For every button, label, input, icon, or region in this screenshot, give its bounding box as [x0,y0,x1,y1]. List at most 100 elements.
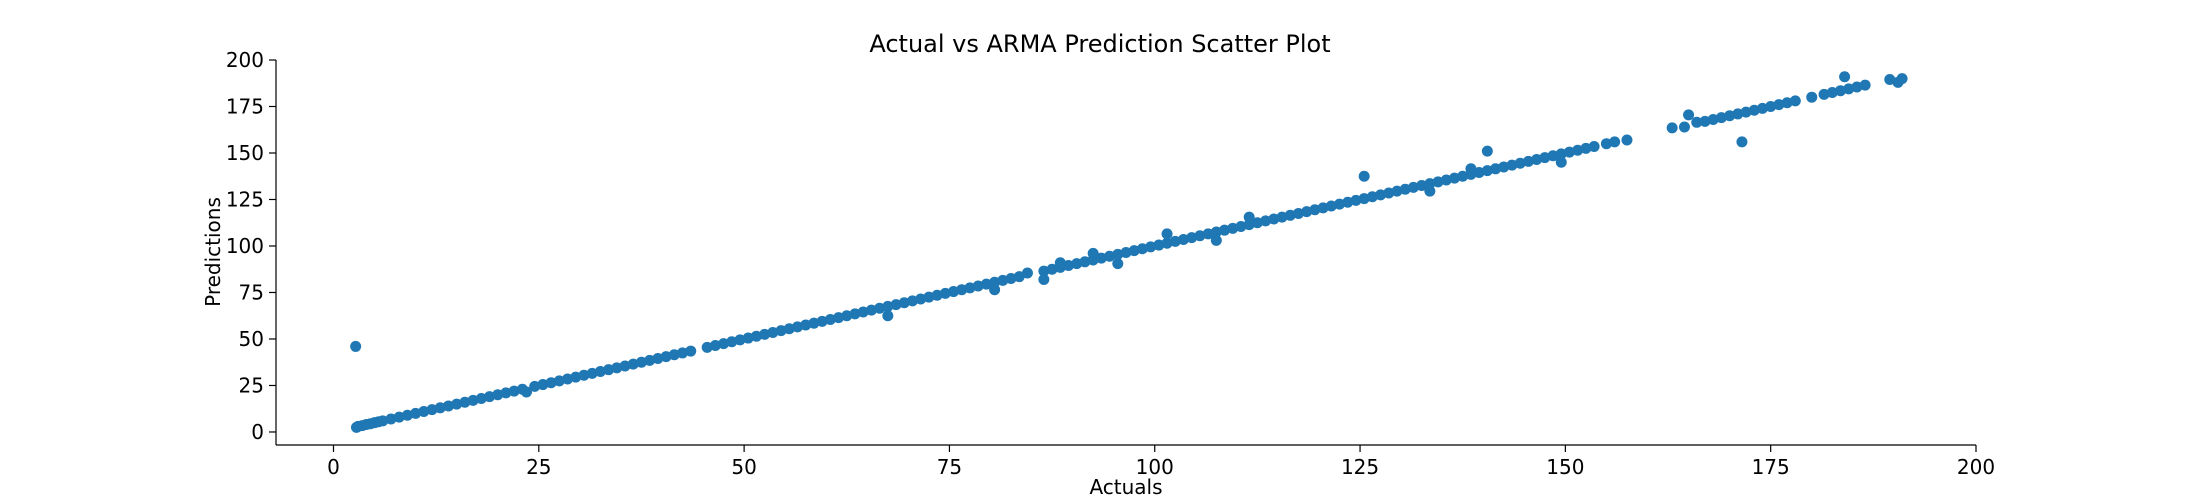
data-point [1490,163,1502,175]
data-point [701,341,713,353]
data-point [1120,247,1132,258]
data-point [1473,167,1485,179]
data-point [898,297,910,309]
data-point [553,375,565,387]
data-point [1013,271,1025,283]
y-tick-label: 75 [239,280,264,304]
data-point [401,409,413,421]
data-point [1383,187,1395,199]
data-point [603,364,615,376]
data-point [611,362,623,374]
data-point [350,340,362,352]
data-point [824,313,836,325]
data-point [1465,163,1477,175]
data-point [923,291,935,303]
data-point [734,334,746,346]
data-point [426,404,438,416]
x-tick-label: 50 [731,455,756,479]
data-point [578,369,590,381]
data-point [1128,245,1140,257]
y-tick-label: 25 [239,373,264,397]
data-point [1399,183,1411,195]
data-point [1683,109,1695,121]
data-point [865,304,877,316]
data-point [783,323,795,335]
data-point [1506,159,1518,171]
x-tick-label: 200 [1957,455,1995,479]
data-point [1666,122,1678,134]
y-tick-label: 200 [226,48,264,72]
data-point [816,315,828,327]
data-point [1539,152,1551,164]
data-point [385,413,397,425]
data-point [1781,97,1793,109]
data-point [537,379,549,391]
data-point [1186,232,1198,244]
data-point [1219,224,1231,236]
data-point [709,339,721,351]
data-point [915,293,927,305]
data-point [545,377,557,389]
chart-title: Actual vs ARMA Prediction Scatter Plot [869,30,1330,58]
data-point [1021,267,1033,279]
data-point [586,367,598,379]
data-point [1555,148,1567,160]
x-tick-label: 175 [1752,455,1790,479]
y-tick-label: 175 [226,94,264,118]
data-point [410,407,422,419]
data-point [1432,176,1444,188]
data-point [475,393,487,405]
data-point [660,351,672,363]
data-point [742,332,754,344]
data-point [1292,207,1304,219]
data-point [1112,248,1124,260]
data-point [939,287,951,299]
data-point [1235,220,1247,232]
data-point [1806,91,1818,103]
data-point [890,299,902,311]
y-tick-label: 50 [239,327,264,351]
data-point [1834,85,1846,97]
data-point [906,295,918,307]
data-point [791,321,803,333]
data-point [1153,239,1165,251]
data-point [1309,204,1321,216]
data-point [1210,226,1222,238]
y-tick-label: 100 [226,234,264,258]
data-point [1818,88,1830,100]
y-tick-label: 0 [251,420,264,444]
y-tick-label: 150 [226,141,264,165]
data-point [1600,138,1612,150]
data-point [1843,83,1855,95]
data-point [964,282,976,294]
data-point [759,328,771,340]
data-point [1194,230,1206,242]
data-point [393,411,405,423]
x-tick-label: 25 [526,455,551,479]
data-point [750,330,762,342]
x-tick-label: 100 [1136,455,1174,479]
data-point [882,310,894,322]
data-point [1358,193,1370,205]
data-point [1514,157,1526,169]
data-point [1522,155,1534,167]
data-point [1342,196,1354,208]
data-point [1678,121,1690,133]
data-point [434,402,446,414]
data-point [1531,154,1543,166]
y-axis: 0 25 50 75 100 125 150 175 200 [226,48,276,444]
data-point [562,373,574,385]
data-point [1358,170,1370,182]
data-point [1054,257,1066,269]
data-point [508,385,520,397]
data-point [956,284,968,296]
data-point [1375,189,1387,201]
data-point [377,415,389,427]
data-point [1276,211,1288,223]
data-point [1481,145,1493,157]
data-point [1563,146,1575,158]
y-axis-label: Predictions [201,197,225,307]
data-point [1112,258,1124,270]
data-point [500,387,512,399]
